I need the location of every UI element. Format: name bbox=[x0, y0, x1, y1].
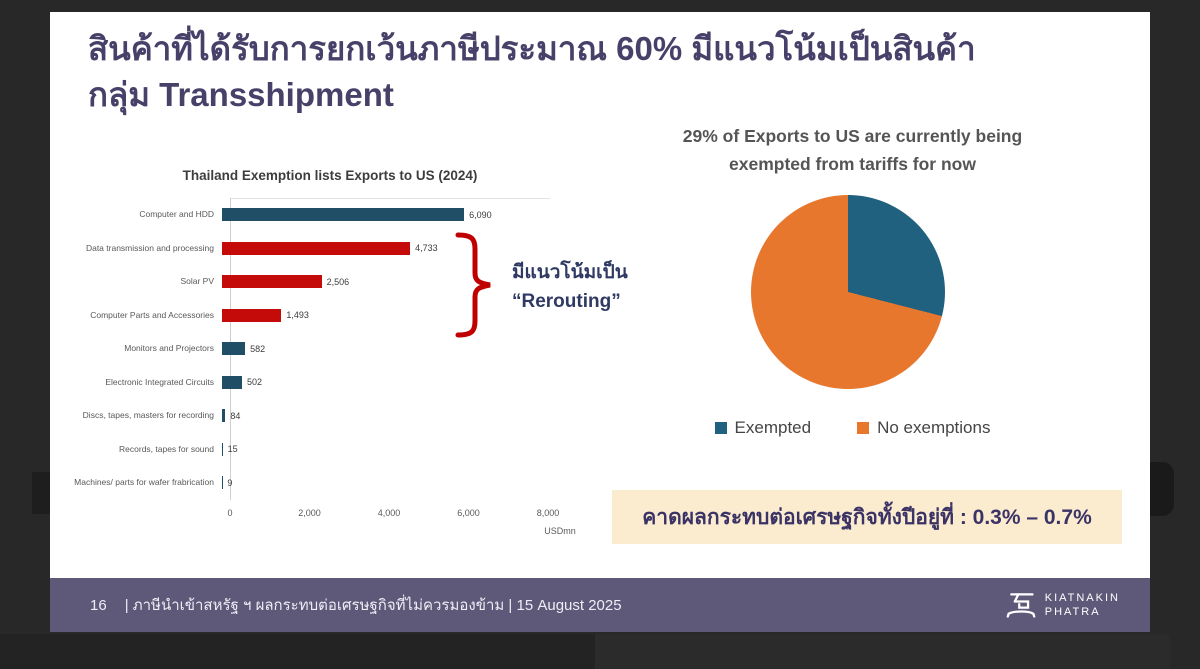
background-artifact bbox=[0, 634, 595, 669]
legend-item: Exempted bbox=[714, 418, 812, 438]
bar-track: 6,090 bbox=[222, 208, 590, 222]
slide-title-line1: สินค้าที่ได้รับการยกเว้นภาษีประมาณ 60% ม… bbox=[88, 30, 976, 67]
pie-chart-title: 29% of Exports to US are currently being… bbox=[595, 122, 1110, 178]
bar-value-label: 2,506 bbox=[326, 276, 350, 287]
slide-title-line2: กลุ่ม Transshipment bbox=[88, 75, 394, 113]
x-axis-tick: 8,000 bbox=[536, 508, 560, 518]
logo-line1: KIATNAKIN bbox=[1044, 591, 1120, 604]
x-axis-tick: 4,000 bbox=[377, 508, 401, 518]
bar-row: Records, tapes for sound 15 bbox=[70, 433, 590, 467]
bar-row: Monitors and Projectors 582 bbox=[70, 332, 590, 366]
bar-category-label: Discs, tapes, masters for recording bbox=[82, 410, 214, 421]
impact-highlight-box: คาดผลกระทบต่อเศรษฐกิจทั้งปีอยู่ที่ : 0.3… bbox=[612, 490, 1122, 544]
legend-item: No exemptions bbox=[857, 418, 990, 438]
bar-track: 2,506 bbox=[222, 275, 590, 289]
x-axis-tick: 6,000 bbox=[457, 508, 480, 518]
legend-swatch bbox=[714, 422, 727, 434]
bar-category-label: Data transmission and processing bbox=[85, 242, 214, 253]
legend-label: Exempted bbox=[734, 418, 812, 437]
bar-track: 84 bbox=[222, 409, 590, 423]
bar-value-label: 9 bbox=[227, 477, 233, 488]
bar-track: 4,733 bbox=[222, 241, 590, 255]
background-artifact bbox=[595, 634, 1170, 669]
bar-category-label: Solar PV bbox=[180, 276, 214, 287]
logo-text: KIATNAKIN PHATRA bbox=[1045, 591, 1120, 620]
bar-track: 1,493 bbox=[222, 308, 590, 322]
legend-label: No exemptions bbox=[877, 418, 991, 437]
bar-category-label: Monitors and Projectors bbox=[124, 343, 214, 354]
bar-row: Machines/ parts for wafer frabrication 9 bbox=[70, 466, 590, 500]
bar-track: 9 bbox=[222, 476, 590, 490]
x-axis-tick: 2,000 bbox=[298, 508, 321, 518]
impact-text: คาดผลกระทบต่อเศรษฐกิจทั้งปีอยู่ที่ : 0.3… bbox=[642, 505, 1092, 529]
annotation-line2: “Rerouting” bbox=[512, 291, 621, 313]
bar-value-label: 502 bbox=[246, 377, 262, 388]
bar-row: Electronic Integrated Circuits 502 bbox=[70, 366, 590, 400]
footer-text: | ภาษีนำเข้าสหรัฐ ฯ ผลกระทบต่อเศรษฐกิจที… bbox=[124, 597, 622, 614]
bar-chart: Thailand Exemption lists Exports to US (… bbox=[70, 162, 590, 552]
bar-track: 15 bbox=[222, 442, 590, 456]
bar-value-label: 1,493 bbox=[286, 310, 309, 321]
x-axis-tick: 0 bbox=[227, 508, 233, 518]
slide-title: สินค้าที่ได้รับการยกเว้นภาษีประมาณ 60% ม… bbox=[88, 26, 1118, 117]
bar-category-label: Records, tapes for sound bbox=[119, 443, 214, 454]
bar-value-label: 84 bbox=[230, 410, 241, 421]
bar-category-label: Electronic Integrated Circuits bbox=[105, 376, 214, 387]
bar-row: Discs, tapes, masters for recording 84 bbox=[70, 399, 590, 433]
bar-value-label: 582 bbox=[250, 343, 266, 354]
bar-rows: Computer and HDD 6,090 Data transmission a… bbox=[70, 198, 590, 500]
bar bbox=[222, 241, 411, 255]
rerouting-annotation: มีแนวโน้มเป็น “Rerouting” bbox=[512, 258, 628, 317]
bar-category-label: Machines/ parts for wafer frabrication bbox=[74, 477, 214, 488]
bar bbox=[222, 342, 246, 356]
pie-legend: Exempted No exemptions bbox=[595, 418, 1110, 438]
bar-track: 582 bbox=[222, 342, 590, 356]
slide-card: สินค้าที่ได้รับการยกเว้นภาษีประมาณ 60% ม… bbox=[50, 12, 1150, 578]
bar-row: Computer Parts and Accessories 1,493 bbox=[70, 299, 590, 333]
bar bbox=[222, 442, 223, 456]
bar-row: Data transmission and processing 4,733 bbox=[70, 232, 590, 266]
x-axis-unit-label: USDmn bbox=[544, 526, 576, 536]
footer-bar: 16 | ภาษีนำเข้าสหรัฐ ฯ ผลกระทบต่อเศรษฐกิ… bbox=[50, 578, 1150, 632]
plot-top-border bbox=[230, 198, 550, 199]
annotation-line1: มีแนวโน้มเป็น bbox=[512, 262, 628, 283]
bar-category-label: Computer and HDD bbox=[139, 209, 214, 220]
bar-value-label: 6,090 bbox=[469, 209, 492, 220]
bar-value-label: 4,733 bbox=[415, 243, 438, 254]
bar bbox=[222, 208, 465, 222]
bar-row: Solar PV 2,506 bbox=[70, 265, 590, 299]
bar bbox=[222, 308, 282, 322]
bar-category-label: Computer Parts and Accessories bbox=[90, 309, 214, 320]
bar-chart-title: Thailand Exemption lists Exports to US (… bbox=[182, 168, 478, 183]
footer-left: 16 | ภาษีนำเข้าสหรัฐ ฯ ผลกระทบต่อเศรษฐกิ… bbox=[90, 593, 622, 617]
bar bbox=[222, 375, 242, 389]
bracket-annotation-brace bbox=[455, 232, 491, 338]
pie-chart bbox=[751, 195, 945, 389]
bar bbox=[222, 409, 226, 423]
pie-title-line1: 29% of Exports to US are currently being bbox=[682, 126, 1023, 146]
kiatnakin-phatra-logo: KIATNAKIN PHATRA bbox=[1006, 589, 1120, 621]
bar-value-label: 15 bbox=[227, 444, 238, 455]
bar-row: Computer and HDD 6,090 bbox=[70, 198, 590, 232]
legend-swatch bbox=[857, 422, 870, 434]
pie-title-line2: exempted from tariffs for now bbox=[729, 154, 976, 174]
x-axis: 0 2,000 4,000 6,000 8,000 bbox=[227, 508, 559, 520]
bar bbox=[222, 275, 322, 289]
page-number: 16 bbox=[90, 596, 107, 614]
kiatnakin-phatra-logo-icon bbox=[1006, 593, 1036, 618]
bar-track: 502 bbox=[222, 375, 590, 389]
logo-line2: PHATRA bbox=[1044, 606, 1101, 618]
